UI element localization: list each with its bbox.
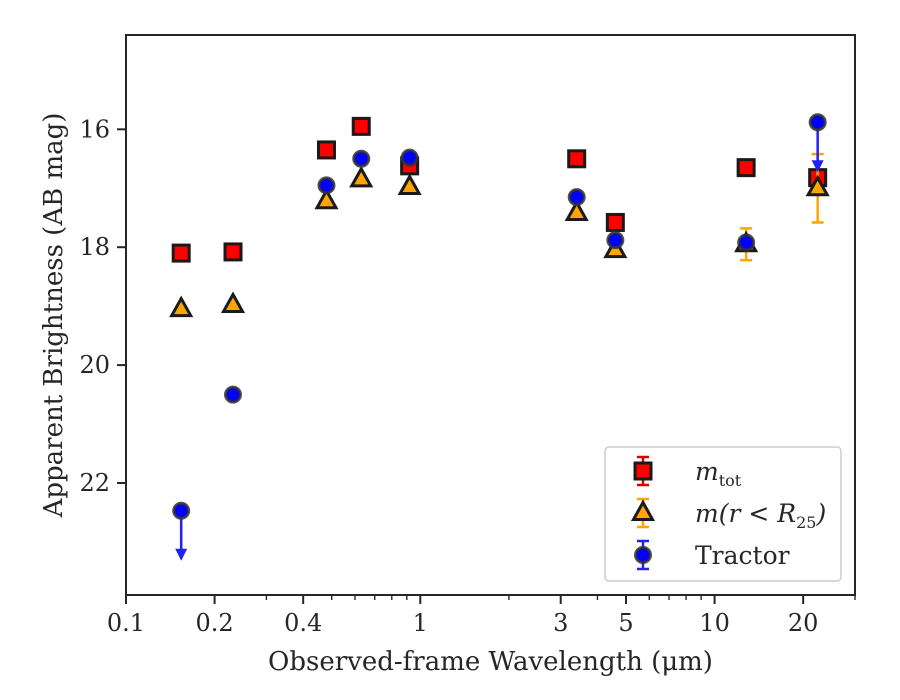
point-mr25 [349,165,374,188]
point-mr25 [805,174,830,197]
upper-limit-arrowhead [811,160,824,173]
point-mr25 [169,295,194,318]
point-tractor [606,231,625,250]
point-mr25 [220,291,246,313]
x-tick-label: 3 [553,609,568,637]
legend-marker-tractor [634,546,652,564]
x-tick-label: 0.1 [107,609,145,637]
point-mtot [605,212,625,232]
legend-label-mr25: m(r < R25) [695,499,826,532]
point-tractor [737,233,756,252]
point-mtot [351,116,371,136]
point-mtot [223,242,243,262]
y-axis-label: Apparent Brightness (AB mag) [39,113,69,519]
point-mr25 [397,173,422,196]
legend: mtot m(r < R25) Tractor [604,446,842,582]
point-tractor [317,176,336,195]
y-tick-label: 16 [79,115,110,143]
axis-ticks: 0.1 0.2 0.4 1 3 5 10 20 16 18 20 22 [79,115,856,637]
x-tick-label: 0.4 [284,609,322,637]
point-mtot [567,149,587,169]
legend-marker-mtot [633,461,653,481]
series-mtot [171,116,828,263]
point-tractor [172,501,191,520]
series-mr25 [169,152,830,318]
point-mr25 [314,187,339,210]
legend-label-tractor: Tractor [695,541,790,570]
y-tick-label: 18 [79,233,110,261]
y-tick-label: 20 [79,351,110,379]
x-tick-label: 0.2 [196,609,234,637]
series-tractor [172,113,827,561]
x-tick-label: 20 [788,609,819,637]
x-tick-label: 5 [618,609,633,637]
x-tick-label: 1 [413,609,428,637]
point-tractor [224,385,243,404]
upper-limit-arrowhead [175,548,188,561]
x-axis-label: Observed-frame Wavelength (μm) [268,647,713,677]
point-mtot [316,140,336,160]
y-tick-label: 22 [79,469,110,497]
point-tractor [400,148,419,167]
legend-box [604,446,842,582]
point-tractor [808,113,827,132]
point-mtot [736,158,756,178]
point-mr25 [564,199,589,221]
plot-frame [125,34,856,596]
point-tractor [567,188,586,207]
legend-label-mtot: mtot [695,457,742,490]
data-marks [169,113,830,561]
x-tick-label: 10 [699,609,730,637]
point-tractor [352,149,371,168]
point-mtot [171,243,191,263]
legend-marker-mr25 [630,499,656,521]
